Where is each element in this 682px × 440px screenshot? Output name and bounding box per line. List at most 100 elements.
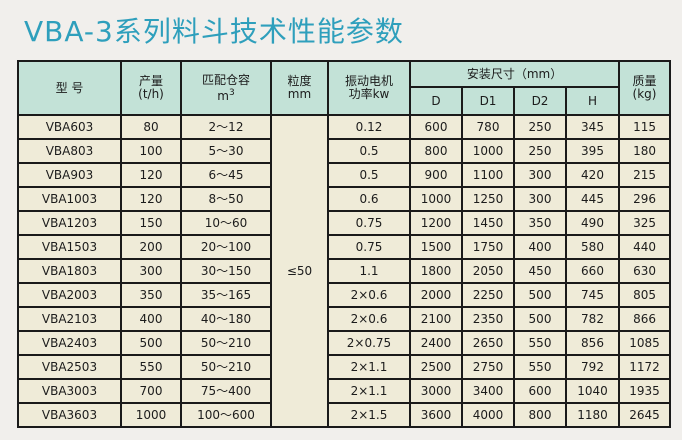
cell-d1: 1250	[461, 186, 515, 212]
cell-d: 2100	[409, 306, 463, 332]
cell-d: 1000	[409, 186, 463, 212]
cell-d1: 3400	[461, 378, 515, 404]
cell-mass: 2645	[618, 402, 672, 428]
cell-d: 1500	[409, 234, 463, 260]
cell-capacity: 40～180	[180, 306, 272, 332]
header-d2: D2	[513, 86, 567, 116]
cell-power: 0.75	[327, 234, 411, 260]
cell-output: 300	[120, 258, 182, 284]
cell-model: VBA603	[17, 114, 122, 140]
cell-output: 400	[120, 306, 182, 332]
cell-mass: 325	[618, 210, 672, 236]
header-d1: D1	[461, 86, 515, 116]
header-d: D	[409, 86, 463, 116]
cell-capacity: 30～150	[180, 258, 272, 284]
cell-d1: 1000	[461, 138, 515, 164]
cell-d: 800	[409, 138, 463, 164]
cell-model: VBA803	[17, 138, 122, 164]
page-title: VBA-3系列料斗技术性能参数	[24, 15, 404, 48]
cell-d2: 550	[513, 354, 567, 380]
cell-h: 395	[564, 138, 621, 164]
cell-power: 0.5	[327, 162, 411, 188]
cell-mass: 180	[618, 138, 672, 164]
cell-h: 1040	[564, 378, 621, 404]
cell-power: 2×1.1	[327, 354, 411, 380]
cell-d1: 2050	[461, 258, 515, 284]
cell-mass: 1172	[618, 354, 672, 380]
cell-d2: 550	[513, 330, 567, 356]
cell-power: 2×0.75	[327, 330, 411, 356]
cell-d2: 300	[513, 162, 567, 188]
cell-model: VBA903	[17, 162, 122, 188]
cell-output: 80	[120, 114, 182, 140]
cell-d: 3600	[409, 402, 463, 428]
cell-capacity: 8～50	[180, 186, 272, 212]
header-motor-power: 振动电机 功率kw	[327, 60, 411, 116]
table-row: VBA2403 500 50～210 2×0.75 2400 2650 550 856 1085	[17, 330, 672, 356]
cell-capacity: 20～100	[180, 234, 272, 260]
cell-output: 500	[120, 330, 182, 356]
cell-mass: 296	[618, 186, 672, 212]
header-model: 型 号	[17, 60, 122, 116]
header-granularity: 粒度 mm	[270, 60, 329, 116]
cell-h: 856	[564, 330, 621, 356]
cell-d: 2400	[409, 330, 463, 356]
cell-model: VBA2103	[17, 306, 122, 332]
cell-capacity: 50～210	[180, 354, 272, 380]
cell-h: 420	[564, 162, 621, 188]
cell-d2: 500	[513, 306, 567, 332]
cell-d1: 4000	[461, 402, 515, 428]
cell-mass: 630	[618, 258, 672, 284]
header-install-dimensions: 安装尺寸（mm）	[408, 60, 621, 88]
cell-power: 2×0.6	[327, 282, 411, 308]
table-row: VBA2103 400 40～180 2×0.6 2100 2350 500 782 866	[17, 306, 672, 332]
cell-d1: 780	[461, 114, 515, 140]
table-row: VBA603 80 2～12 ≤50 0.12 600 780 250 345 115	[17, 114, 672, 428]
cell-output: 120	[120, 162, 182, 188]
spec-table: 型 号 产量 (t/h) 匹配仓容 m3 粒度 mm 振动电机 功率kw 安装尺寸（mm…	[17, 60, 672, 428]
table-row: VBA1203 150 10～60 0.75 1200 1450 350 490 325	[17, 210, 672, 236]
cell-power: 0.5	[327, 138, 411, 164]
table-row: VBA1503 200 20～100 0.75 1500 1750 400 580 440	[17, 234, 672, 260]
cell-model: VBA3003	[17, 378, 122, 404]
cell-output: 150	[120, 210, 182, 236]
header-mass: 质量 (kg)	[618, 60, 672, 116]
table-row: VBA803 100 5～30 0.5 800 1000 250 395 180	[17, 138, 672, 164]
cell-output: 550	[120, 354, 182, 380]
cell-d1: 2650	[461, 330, 515, 356]
cell-d1: 1750	[461, 234, 515, 260]
cell-h: 745	[564, 282, 621, 308]
cell-d: 3000	[409, 378, 463, 404]
cell-h: 1180	[564, 402, 621, 428]
header-h: H	[564, 86, 621, 116]
table-row: VBA2003 350 35～165 2×0.6 2000 2250 500 745 805	[17, 282, 672, 308]
cell-h: 792	[564, 354, 621, 380]
cell-mass: 1935	[618, 378, 672, 404]
header-capacity: 匹配仓容 m3	[180, 60, 272, 116]
cell-d2: 600	[513, 378, 567, 404]
cell-d2: 800	[513, 402, 567, 428]
cell-d2: 250	[513, 138, 567, 164]
cell-d1: 2350	[461, 306, 515, 332]
cell-power: 1.1	[327, 258, 411, 284]
cell-granularity: ≤50	[270, 114, 329, 428]
cell-d1: 2250	[461, 282, 515, 308]
table-row: VBA1003 120 8～50 0.6 1000 1250 300 445 296	[17, 186, 672, 212]
cell-d: 1200	[409, 210, 463, 236]
cell-d1: 1450	[461, 210, 515, 236]
cell-capacity: 75～400	[180, 378, 272, 404]
cell-mass: 115	[618, 114, 672, 140]
cell-d2: 500	[513, 282, 567, 308]
cell-d1: 2750	[461, 354, 515, 380]
table-row: VBA2503 550 50～210 2×1.1 2500 2750 550 792 1172	[17, 354, 672, 380]
cell-capacity: 35～165	[180, 282, 272, 308]
cell-model: VBA3603	[17, 402, 122, 428]
cell-power: 2×1.1	[327, 378, 411, 404]
cell-d1: 1100	[461, 162, 515, 188]
cell-h: 345	[564, 114, 621, 140]
cell-model: VBA2403	[17, 330, 122, 356]
cell-mass: 805	[618, 282, 672, 308]
cell-output: 350	[120, 282, 182, 308]
cell-power: 0.12	[327, 114, 411, 140]
cell-h: 580	[564, 234, 621, 260]
